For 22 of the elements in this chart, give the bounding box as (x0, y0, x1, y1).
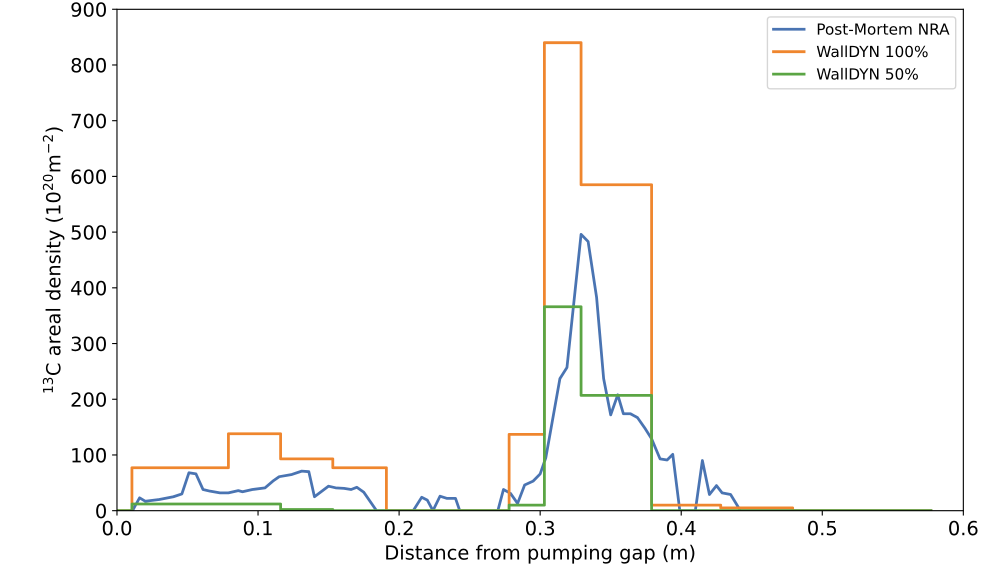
y-tick-label: 400 (71, 280, 106, 296)
x-tick-label: 0.6 (949, 520, 978, 536)
x-axis-title: Distance from pumping gap (m) (386, 544, 694, 564)
y-tick-label: 200 (72, 392, 106, 407)
x-tick-label: 0.3 (526, 520, 554, 536)
x-tick-label: 0.4 (667, 520, 696, 536)
y-tick-label: 600 (72, 169, 106, 184)
y-axis-title: $^{13}$C areal density (10$^{20}$m$^{−2}$) (42, 127, 64, 392)
x-tick-label: 0.1 (244, 520, 272, 536)
y-tick-label: 500 (72, 225, 106, 240)
y-tick-label: 100 (72, 448, 106, 463)
y-tick-label: 800 (71, 58, 106, 73)
y-tick-label: 700 (72, 114, 106, 128)
x-tick-label: 0.2 (384, 520, 413, 536)
legend-label: Post-Mortem NRA (818, 23, 950, 35)
x-tick-label: 0.0 (102, 520, 132, 536)
y-tick-label: 300 (72, 336, 106, 352)
legend-label: WallDYN 50% (816, 68, 918, 80)
y-tick-label: 0 (96, 504, 106, 518)
legend-label: WallDYN 100% (816, 45, 928, 58)
y-tick-label: 900 (71, 2, 106, 17)
x-tick-label: 0.5 (808, 520, 836, 536)
